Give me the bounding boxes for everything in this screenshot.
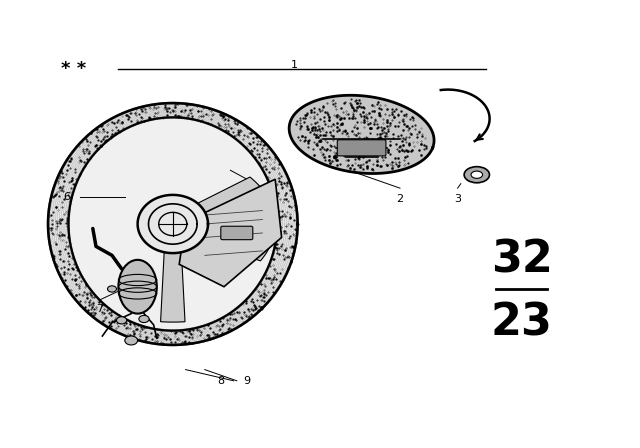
- Text: 4: 4: [255, 192, 263, 202]
- Circle shape: [125, 336, 138, 345]
- Polygon shape: [192, 177, 262, 217]
- Polygon shape: [179, 179, 282, 287]
- Text: 8: 8: [217, 376, 225, 386]
- FancyBboxPatch shape: [337, 140, 386, 156]
- Polygon shape: [289, 95, 434, 173]
- Circle shape: [116, 317, 127, 324]
- Ellipse shape: [138, 195, 208, 253]
- Text: 5: 5: [259, 226, 266, 236]
- Circle shape: [139, 315, 149, 323]
- Text: 6: 6: [64, 192, 70, 202]
- Text: 7: 7: [95, 304, 103, 314]
- Ellipse shape: [471, 171, 483, 178]
- Text: 32: 32: [491, 238, 552, 281]
- Polygon shape: [68, 117, 277, 331]
- Polygon shape: [161, 246, 185, 322]
- Text: 3: 3: [454, 194, 461, 204]
- Text: 1: 1: [291, 60, 298, 70]
- Polygon shape: [196, 227, 269, 261]
- FancyBboxPatch shape: [221, 226, 253, 240]
- Ellipse shape: [464, 167, 490, 183]
- Text: 23: 23: [491, 301, 552, 344]
- Text: 2: 2: [396, 194, 404, 204]
- Text: 9: 9: [243, 376, 250, 386]
- Text: * *: * *: [61, 60, 86, 78]
- Polygon shape: [48, 103, 298, 345]
- Ellipse shape: [118, 260, 157, 314]
- Circle shape: [108, 286, 116, 292]
